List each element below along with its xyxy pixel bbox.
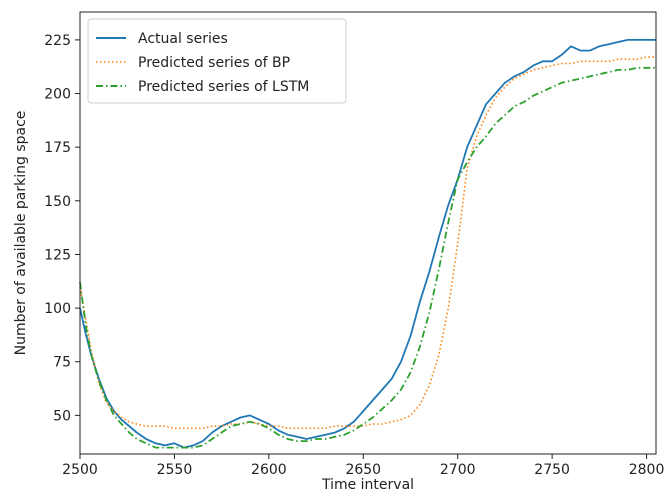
y-tick-label: 75 bbox=[53, 355, 71, 371]
legend-label-lstm: Predicted series of LSTM bbox=[138, 79, 309, 95]
x-tick-label: 2700 bbox=[440, 462, 476, 478]
plot-frame bbox=[79, 11, 657, 455]
y-tick-label: 100 bbox=[44, 301, 71, 317]
series-line-2 bbox=[79, 66, 656, 449]
series-layer bbox=[79, 39, 656, 449]
legend-label-bp: Predicted series of BP bbox=[138, 55, 290, 71]
y-tick-label: 175 bbox=[44, 140, 71, 156]
x-tick-label: 2500 bbox=[62, 462, 98, 478]
legend: Actual series Predicted series of BP Pre… bbox=[87, 18, 347, 104]
x-axis-label: Time interval bbox=[321, 477, 414, 493]
legend-box bbox=[87, 18, 347, 104]
x-axis-ticks: 2500 2550 2600 2650 2700 2750 2800 bbox=[62, 454, 664, 478]
y-axis-ticks: 50 75 100 125 150 175 200 225 bbox=[44, 33, 80, 424]
y-tick-label: 150 bbox=[44, 194, 71, 210]
y-tick-label: 200 bbox=[44, 87, 71, 103]
y-tick-label: 125 bbox=[44, 247, 71, 263]
y-axis-label: Number of available parking space bbox=[13, 111, 29, 356]
y-tick-label: 50 bbox=[53, 408, 71, 424]
y-tick-label: 225 bbox=[44, 33, 71, 49]
legend-label-actual: Actual series bbox=[138, 31, 228, 47]
x-tick-label: 2750 bbox=[534, 462, 570, 478]
x-tick-label: 2650 bbox=[345, 462, 381, 478]
x-tick-label: 2600 bbox=[251, 462, 287, 478]
series-line-1 bbox=[79, 56, 656, 430]
x-tick-label: 2800 bbox=[629, 462, 665, 478]
x-tick-label: 2550 bbox=[157, 462, 193, 478]
series-line-0 bbox=[79, 39, 656, 449]
